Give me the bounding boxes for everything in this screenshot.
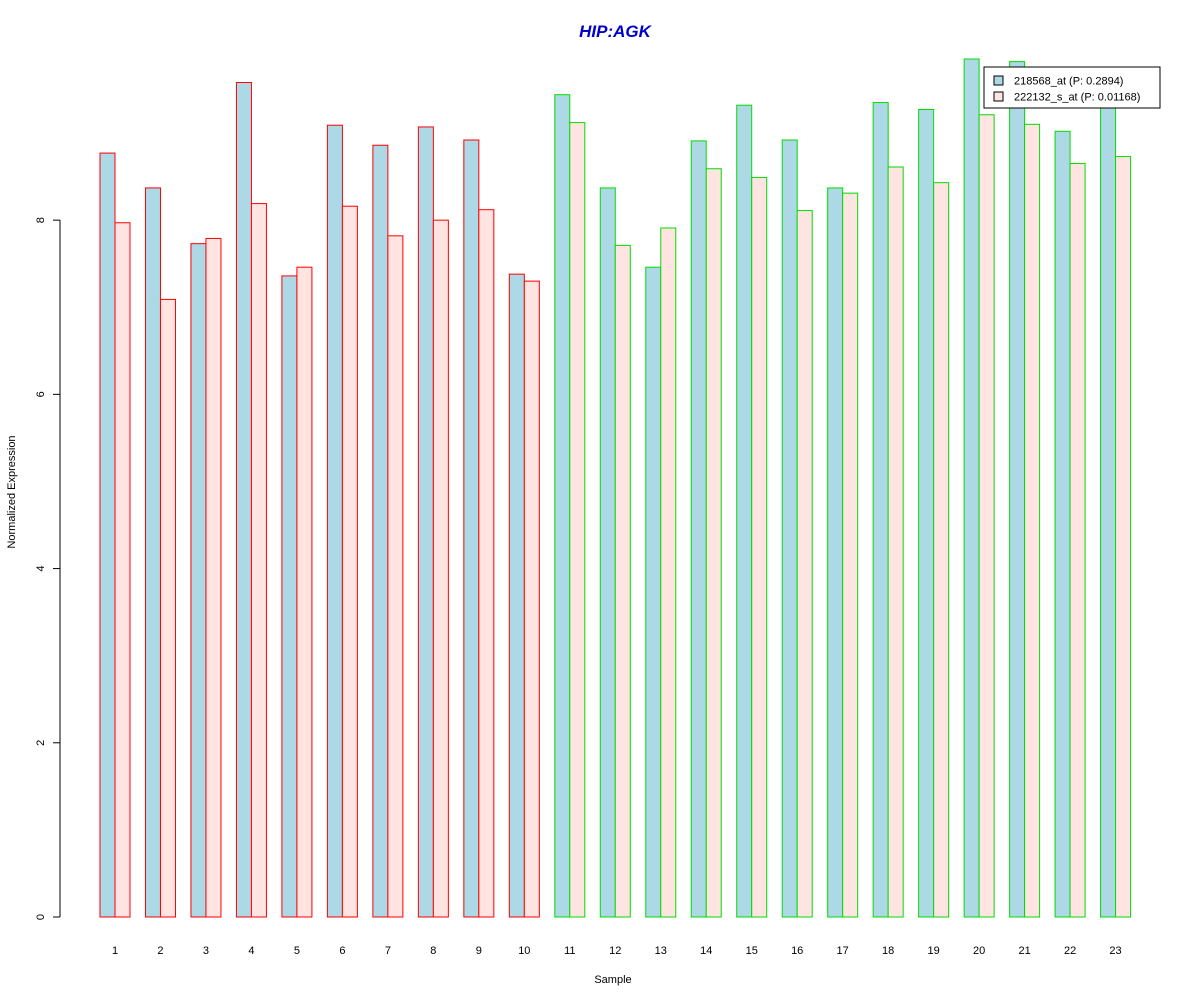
bar-sample-3-series-1 [190,243,207,918]
bar-sample-22-series-1 [1054,130,1071,918]
bar-sample-12-series-2 [614,244,631,918]
bar-sample-5-series-2 [296,266,313,918]
x-tick-label: 6 [339,945,345,957]
bar-sample-18-series-1 [872,102,889,918]
bar-sample-5-series-1 [281,275,298,918]
x-tick-label: 7 [385,945,391,957]
bar-sample-16-series-2 [796,210,813,918]
bar-sample-8-series-2 [432,219,449,918]
y-tick-label: 2 [35,740,47,746]
bar-sample-3-series-2 [205,237,222,918]
bar-sample-21-series-1 [1009,61,1026,918]
legend: 218568_at (P: 0.2894) 222132_s_at (P: 0.0… [983,66,1161,109]
bar-sample-20-series-1 [963,58,980,918]
x-tick-label: 1 [112,945,118,957]
bar-sample-2-series-1 [144,187,161,918]
bars-layer [99,58,1132,918]
y-tick-label: 6 [35,391,47,397]
bar-sample-10-series-2 [523,280,540,918]
bar-sample-14-series-1 [690,140,707,918]
y-axis-label: Normalized Expression [6,435,18,548]
chart-title: HIP:AGK [579,22,653,41]
bar-sample-20-series-2 [978,114,995,918]
bar-sample-13-series-1 [645,266,662,918]
legend-box [983,66,1161,109]
x-tick-label: 21 [1018,945,1030,957]
legend-swatch-2 [993,91,1004,102]
x-tick-label: 13 [655,945,667,957]
bar-sample-13-series-2 [660,227,677,918]
bar-sample-14-series-2 [705,168,722,918]
bar-sample-1-series-2 [114,222,131,918]
legend-label-2: 222132_s_at (P: 0.01168) [1014,92,1140,104]
bar-sample-17-series-1 [827,187,844,918]
legend-label-1: 218568_at (P: 0.2894) [1014,76,1123,88]
bar-sample-6-series-1 [326,124,343,918]
x-tick-label: 15 [746,945,758,957]
x-tick-label: 17 [837,945,849,957]
x-axis: 1 2 3 4 5 6 7 8 9 10 11 12 13 14 15 16 17 18 19 20 21 22 23 [112,945,1122,957]
bar-sample-8-series-1 [417,126,434,918]
bar-sample-7-series-2 [387,235,404,918]
y-tick-label: 0 [35,914,47,920]
bar-sample-19-series-1 [918,109,935,918]
bar-sample-6-series-2 [341,205,358,918]
x-tick-label: 22 [1064,945,1076,957]
y-axis: 0 2 4 6 8 [35,217,61,920]
bar-sample-15-series-2 [751,176,768,918]
x-tick-label: 12 [609,945,621,957]
x-tick-label: 5 [294,945,300,957]
bar-sample-15-series-1 [736,104,753,918]
bar-sample-11-series-2 [569,122,586,918]
bar-sample-1-series-1 [99,152,116,918]
bar-sample-21-series-2 [1024,123,1041,918]
bar-sample-4-series-2 [250,203,267,918]
bar-sample-19-series-2 [933,182,950,918]
bar-sample-23-series-2 [1115,156,1132,918]
x-tick-label: 23 [1109,945,1121,957]
x-tick-label: 14 [700,945,712,957]
legend-swatch-1 [993,75,1004,86]
x-tick-label: 4 [248,945,254,957]
x-tick-label: 2 [157,945,163,957]
bar-sample-9-series-1 [463,139,480,918]
x-axis-label: Sample [594,974,631,986]
bar-sample-23-series-1 [1100,106,1117,918]
bar-sample-12-series-1 [599,187,616,918]
x-tick-label: 8 [430,945,436,957]
bar-sample-10-series-1 [508,273,525,918]
bar-sample-18-series-2 [887,166,904,918]
bar-sample-11-series-1 [554,94,571,918]
bar-sample-22-series-2 [1069,163,1086,918]
x-tick-label: 16 [791,945,803,957]
x-tick-label: 10 [518,945,530,957]
x-tick-label: 11 [564,945,575,957]
bar-sample-16-series-1 [781,139,798,918]
x-tick-label: 20 [973,945,985,957]
y-tick-label: 8 [35,217,47,223]
x-tick-label: 3 [203,945,209,957]
bar-sample-2-series-2 [159,298,176,918]
bar-sample-7-series-1 [372,144,389,918]
bar-sample-9-series-2 [478,209,495,918]
x-tick-label: 9 [476,945,482,957]
x-tick-label: 19 [928,945,940,957]
bar-sample-4-series-1 [235,82,252,918]
y-tick-label: 4 [35,566,47,572]
bar-sample-17-series-2 [842,192,859,918]
x-tick-label: 18 [882,945,894,957]
